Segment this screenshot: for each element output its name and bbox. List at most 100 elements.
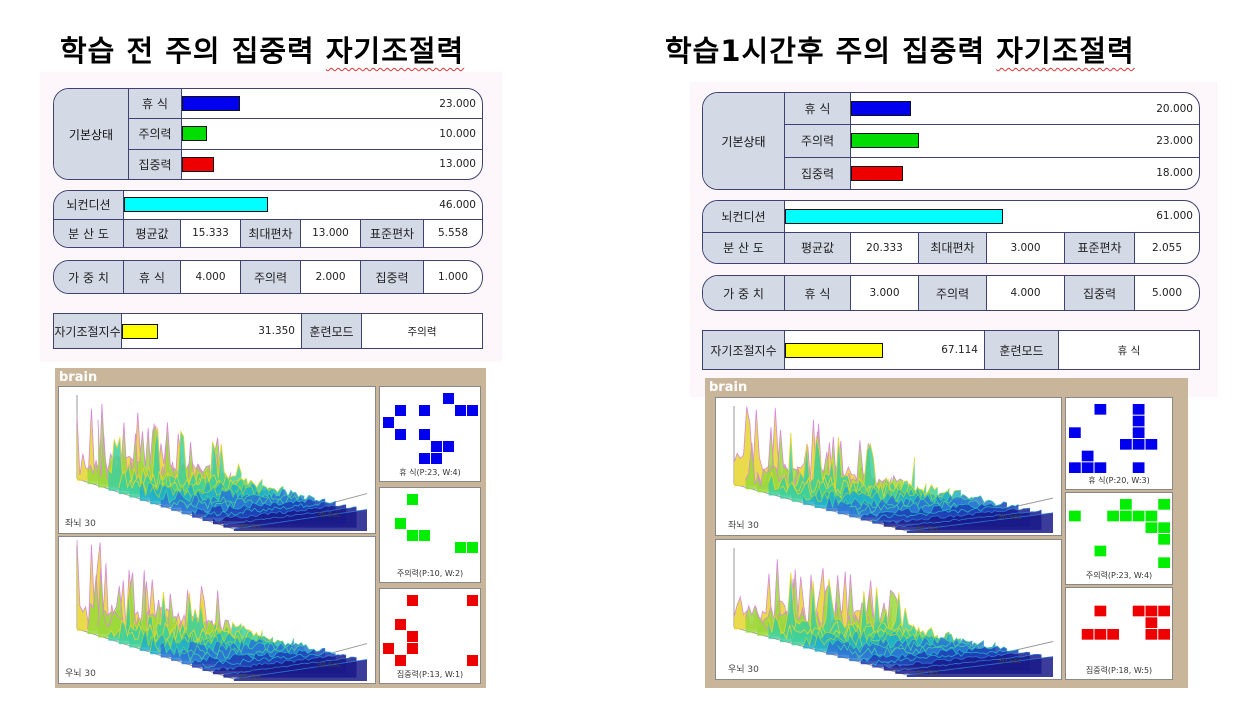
grid-cell <box>443 393 454 404</box>
weight-concentration-value: 5.000 <box>1151 287 1183 299</box>
mean-label: 평균값 <box>124 219 181 247</box>
rest-value: 23.000 <box>439 97 476 110</box>
terrain-ridge <box>233 659 367 681</box>
basic-state-label: 기본상태 <box>703 93 785 189</box>
axis-30-label: 30 Sec <box>317 661 341 669</box>
grid-cell <box>1132 605 1145 617</box>
left-hemisphere-terrain <box>76 395 368 531</box>
grid-cell <box>395 655 406 666</box>
grid-cell <box>1158 605 1170 617</box>
rest-bar <box>182 96 240 112</box>
terrain-line <box>170 491 305 509</box>
concentration-value: 18.000 <box>1156 167 1193 180</box>
right-heading-wavy: 자기조절력 <box>996 34 1135 68</box>
grid-cell <box>1145 439 1158 450</box>
rest-value: 20.000 <box>1156 102 1193 115</box>
grid-cell <box>1132 439 1145 450</box>
grid-cell <box>467 542 478 553</box>
attention-bar <box>182 126 207 142</box>
grid-cell <box>383 417 394 428</box>
left-hemisphere-label: 좌뇌 30 <box>65 519 96 529</box>
dispersion-row: 분 산 도 평균값 20.333 최대편차 3.000 표준편차 2.055 <box>703 232 1199 263</box>
attention-label: 주의력 <box>129 119 182 149</box>
left-attention-row: 주의력 10.000 <box>129 119 482 150</box>
grid-cell <box>407 595 418 606</box>
attention-label: 주의력 <box>785 125 851 157</box>
right-selfreg-block: 자기조절지수 67.114 훈련모드 휴 식 <box>702 330 1200 370</box>
terrain-line <box>895 654 1042 672</box>
terrain-ridge <box>97 567 232 638</box>
brain-tag: brain <box>709 380 748 395</box>
terrain-line <box>212 504 347 522</box>
terrain-line <box>233 659 368 680</box>
weight-concentration-label: 집중력 <box>361 261 424 293</box>
mode-label: 훈련모드 <box>302 314 362 348</box>
terrain-ridge <box>768 572 915 639</box>
attention-grid-box: 주의력(P:23, W:4) <box>1065 492 1173 585</box>
condition-value: 46.000 <box>439 198 476 211</box>
right-rest-row: 휴 식 20.000 <box>785 93 1199 126</box>
grid-cell <box>431 453 442 464</box>
concentration-grid <box>383 595 478 666</box>
terrain-line <box>860 501 1008 518</box>
terrain-line <box>149 633 284 653</box>
grid-cell <box>1145 605 1158 617</box>
grid-cell <box>1081 450 1094 462</box>
right-hemisphere-terrain <box>76 540 368 681</box>
grid-cell <box>1094 462 1107 473</box>
rest-grid-box: 휴 식(P:20, W:3) <box>1065 397 1173 490</box>
condition-label: 뇌컨디션 <box>54 191 124 219</box>
terrain-line <box>733 406 881 486</box>
grid-cell <box>1158 499 1170 510</box>
grid-cell <box>419 530 430 541</box>
grid-cell <box>1107 510 1119 522</box>
concentration-grid-box: 집중력(P:18, W:5) <box>1065 587 1173 680</box>
grid-cell <box>1094 629 1107 640</box>
grid-cell <box>443 441 454 452</box>
dispersion-label: 분 산 도 <box>703 232 785 263</box>
right-hemisphere-plot: 우뇌 30 60 Sec 30 Sec <box>715 539 1062 680</box>
weight-rest-value: 4.000 <box>181 261 241 293</box>
grid-cell <box>1069 510 1081 522</box>
condition-row: 뇌컨디션 46.000 <box>54 191 482 220</box>
grid-cell <box>1120 499 1132 510</box>
terrain-line <box>223 656 357 675</box>
terrain-line <box>837 639 985 654</box>
grid-cell <box>407 643 418 654</box>
terrain-line <box>191 647 326 664</box>
grid-cell <box>419 429 430 440</box>
std-label: 표준편차 <box>361 219 424 247</box>
axis-60-label: 60 Sec <box>239 523 263 531</box>
left-brain-panel: brain 좌뇌 30 60 Sec 30 Sec 우뇌 30 60 Sec 3… <box>55 368 486 688</box>
axis-60-label: 60 Sec <box>916 525 940 533</box>
rest-grid <box>1069 404 1158 473</box>
terrain-line <box>883 507 1031 524</box>
axis-60-label: 60 Sec <box>916 669 940 677</box>
rest-grid-caption: 휴 식(P:20, W:3) <box>1088 476 1150 485</box>
left-concentration-row: 집중력 13.000 <box>129 149 482 179</box>
right-hemisphere-label: 우뇌 30 <box>728 665 759 675</box>
maxdev-value: 3.000 <box>987 232 1065 263</box>
attention-bar <box>851 133 919 149</box>
brain-tag: brain <box>59 370 98 385</box>
right-hemisphere-label: 우뇌 30 <box>65 669 96 679</box>
grid-cell <box>407 631 418 642</box>
grid-cell <box>1081 462 1094 473</box>
rest-label: 휴 식 <box>129 89 182 119</box>
terrain-line <box>895 509 1042 528</box>
terrain-line <box>202 500 336 517</box>
left-condition-block: 뇌컨디션 46.000 분 산 도 평균값 15.333 최대편차 13.000… <box>53 190 483 248</box>
grid-cell <box>1094 605 1107 617</box>
left-hemisphere-plot: 좌뇌 30 60 Sec 30 Sec <box>58 386 376 534</box>
attention-grid-caption: 주의력(P:23, W:4) <box>1085 571 1153 580</box>
rest-bar <box>851 101 911 117</box>
grid-cell <box>1158 534 1170 545</box>
grid-cell <box>395 405 406 416</box>
terrain-line <box>87 403 221 484</box>
grid-cell <box>419 405 430 416</box>
grid-cell <box>407 530 418 541</box>
rest-grid <box>383 393 478 464</box>
grid-cell <box>1132 510 1145 522</box>
left-hemisphere-plot: 좌뇌 30 60 Sec 30 Sec <box>715 397 1062 536</box>
attention-value: 10.000 <box>439 127 476 140</box>
